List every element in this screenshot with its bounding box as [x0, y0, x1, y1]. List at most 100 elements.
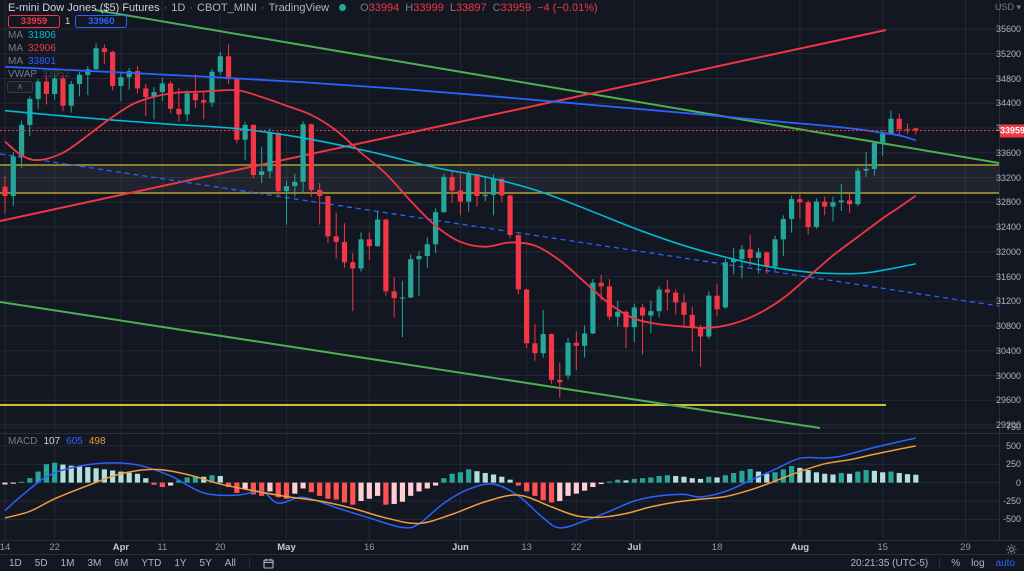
time-axis-settings-gear-icon[interactable]: [1006, 542, 1017, 560]
candle[interactable]: [673, 289, 679, 315]
green-descending-support[interactable]: [0, 301, 821, 429]
candle[interactable]: [317, 183, 323, 225]
candle[interactable]: [822, 196, 828, 216]
candle[interactable]: [134, 66, 141, 94]
candle[interactable]: [176, 87, 182, 122]
candle[interactable]: [101, 44, 107, 64]
candles-layer[interactable]: [2, 43, 919, 398]
range-ytd[interactable]: YTD: [141, 557, 162, 569]
indicator-legend-ma20[interactable]: MA 32906: [8, 43, 56, 54]
candle[interactable]: [118, 71, 124, 101]
candle[interactable]: [557, 362, 563, 398]
log-scale-toggle[interactable]: log: [971, 557, 985, 569]
candle[interactable]: [499, 178, 505, 202]
candle[interactable]: [466, 170, 472, 212]
candle[interactable]: [10, 152, 16, 206]
candle[interactable]: [813, 198, 820, 229]
exchange-label[interactable]: CBOT_MINI: [197, 2, 257, 14]
candle[interactable]: [631, 303, 637, 343]
candle[interactable]: [755, 248, 762, 274]
indicator-legend-ma200[interactable]: MA 33801: [8, 56, 56, 67]
candle[interactable]: [366, 232, 372, 260]
candle[interactable]: [540, 309, 546, 358]
candle[interactable]: [639, 303, 646, 355]
candle[interactable]: [855, 167, 861, 206]
market-status-dot-icon[interactable]: [339, 4, 347, 11]
candle[interactable]: [416, 251, 422, 296]
candle[interactable]: [300, 121, 306, 194]
candle[interactable]: [797, 192, 803, 219]
candle[interactable]: [904, 123, 911, 135]
range-5y[interactable]: 5Y: [199, 557, 212, 569]
candle[interactable]: [234, 77, 240, 144]
candle[interactable]: [399, 280, 406, 338]
candle[interactable]: [275, 131, 281, 197]
candle[interactable]: [168, 80, 174, 114]
range-1y[interactable]: 1Y: [174, 557, 187, 569]
candle[interactable]: [648, 300, 654, 333]
candle[interactable]: [60, 76, 66, 112]
candle[interactable]: [590, 278, 596, 335]
candle[interactable]: [863, 152, 869, 177]
symbol-title[interactable]: E-mini Dow Jones ($5) Futures: [8, 2, 160, 14]
candle[interactable]: [747, 235, 753, 266]
candle[interactable]: [143, 84, 149, 117]
candle[interactable]: [341, 223, 348, 268]
range-all[interactable]: All: [224, 557, 236, 569]
candle[interactable]: [880, 130, 886, 156]
percent-scale-toggle[interactable]: %: [951, 557, 961, 569]
brand-label[interactable]: TradingView: [268, 2, 330, 14]
candle[interactable]: [76, 71, 83, 97]
candle[interactable]: [490, 174, 497, 216]
candle[interactable]: [706, 291, 712, 339]
candle[interactable]: [656, 286, 662, 318]
candle[interactable]: [93, 43, 99, 70]
auto-scale-toggle[interactable]: auto: [995, 557, 1015, 569]
candle[interactable]: [68, 80, 74, 113]
red-ascending-line[interactable]: [0, 29, 887, 222]
candle[interactable]: [43, 76, 49, 105]
candle[interactable]: [110, 50, 116, 91]
candle[interactable]: [714, 283, 720, 317]
candle[interactable]: [913, 128, 919, 135]
macd-pane[interactable]: [2, 437, 919, 529]
green-descending-resistance[interactable]: [94, 9, 999, 164]
ma100-line[interactable]: [4, 109, 916, 275]
candle[interactable]: [383, 218, 389, 296]
candle[interactable]: [2, 176, 8, 214]
candle[interactable]: [507, 194, 513, 239]
range-3m[interactable]: 3M: [87, 557, 102, 569]
indicator-legend-vwap[interactable]: VWAP 33952: [8, 69, 70, 80]
candle[interactable]: [772, 235, 778, 271]
candle[interactable]: [375, 210, 381, 247]
candle[interactable]: [18, 120, 25, 168]
candle[interactable]: [871, 140, 877, 176]
candle[interactable]: [159, 77, 165, 101]
candle[interactable]: [731, 248, 737, 275]
candle[interactable]: [217, 51, 223, 75]
pane-separator[interactable]: [0, 433, 1024, 434]
price-chart-canvas[interactable]: [0, 0, 999, 540]
candle[interactable]: [482, 176, 488, 202]
candle[interactable]: [333, 212, 339, 259]
candle[interactable]: [565, 337, 571, 380]
candle[interactable]: [830, 196, 836, 222]
interval-label[interactable]: 1D: [171, 2, 186, 14]
candle[interactable]: [432, 208, 439, 253]
candle[interactable]: [623, 310, 629, 349]
candle[interactable]: [292, 173, 298, 197]
sell-button[interactable]: 33959: [8, 15, 60, 28]
candle[interactable]: [52, 74, 58, 100]
candle[interactable]: [184, 90, 190, 122]
candle[interactable]: [424, 237, 430, 268]
candle[interactable]: [209, 68, 215, 107]
candle[interactable]: [722, 258, 728, 309]
range-1d[interactable]: 1D: [9, 557, 22, 569]
range-1m[interactable]: 1M: [60, 557, 75, 569]
price-axis[interactable]: USD ▾ 3560035200348003440034000336003320…: [995, 0, 1024, 540]
candle[interactable]: [35, 79, 41, 109]
candle[interactable]: [391, 277, 397, 318]
pane-collapse-button[interactable]: ∧: [7, 81, 33, 93]
candle[interactable]: [441, 173, 447, 213]
candle[interactable]: [267, 128, 273, 179]
